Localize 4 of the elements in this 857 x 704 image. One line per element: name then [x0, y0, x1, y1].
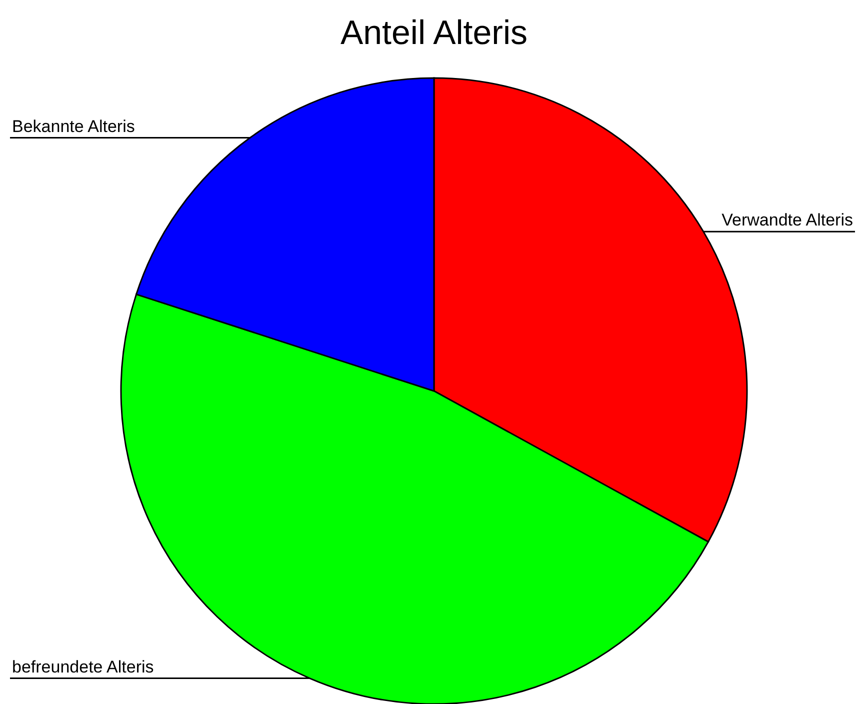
slice-label: Bekannte Alteris [12, 116, 135, 136]
chart-title: Anteil Alteris [340, 14, 528, 52]
slice-label: Verwandte Alteris [722, 210, 853, 230]
slice-label: befreundete Alteris [12, 657, 154, 676]
